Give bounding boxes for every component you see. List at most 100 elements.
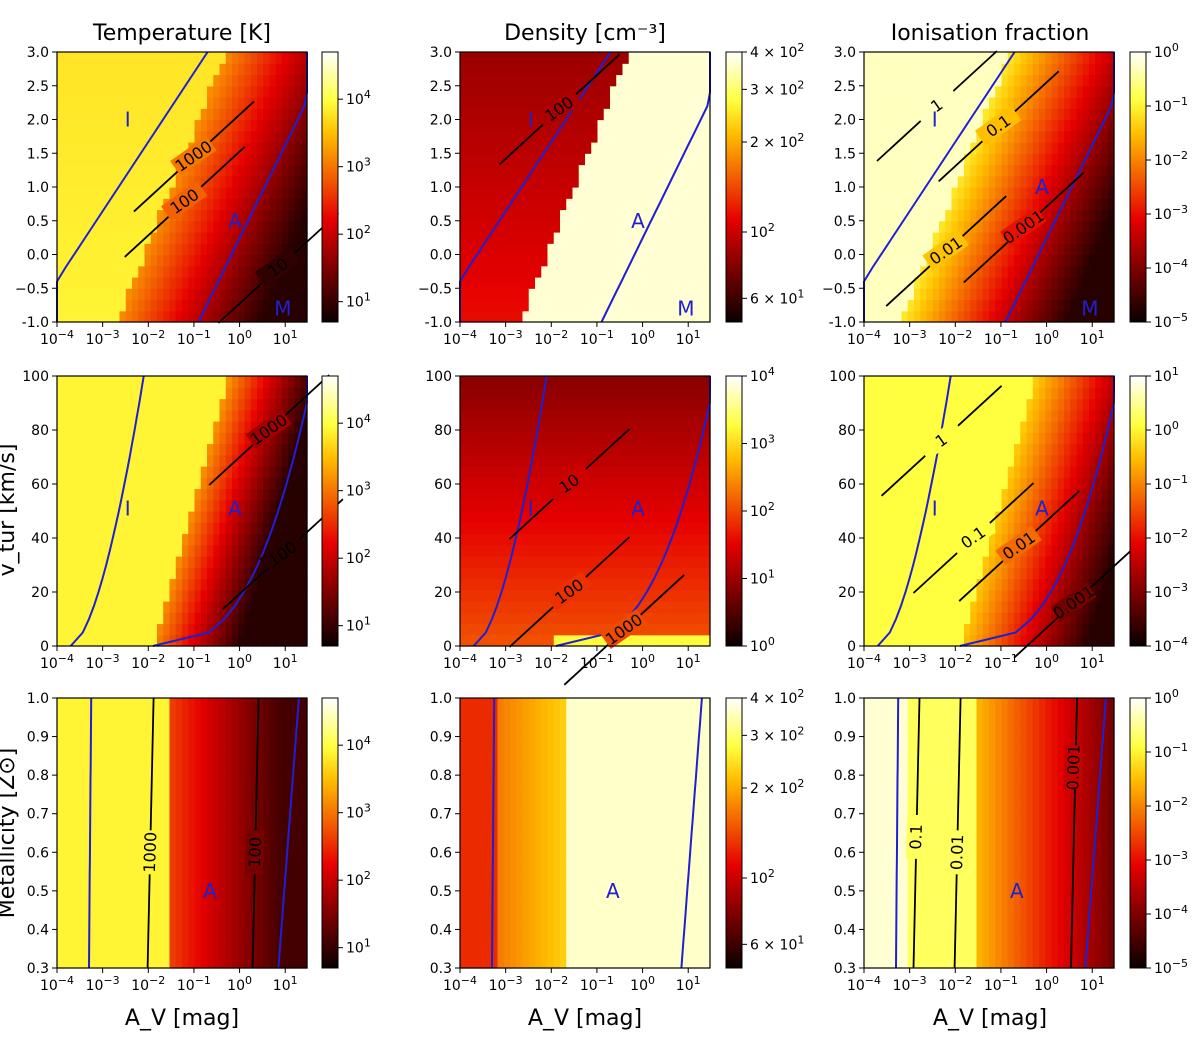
heatmap-cell — [635, 142, 642, 154]
heatmap-cell — [566, 421, 574, 433]
heatmap-cell — [144, 130, 152, 143]
heatmap-cell — [516, 265, 524, 278]
heatmap-cell — [1039, 209, 1046, 222]
x-tick-exponent: −2 — [552, 328, 568, 341]
heatmap-cell — [635, 175, 642, 188]
heatmap-cell — [478, 108, 486, 121]
heatmap-cell — [466, 421, 474, 433]
heatmap-cell — [169, 589, 177, 602]
heatmap-cell — [660, 288, 667, 301]
heatmap-cell — [466, 477, 474, 490]
heatmap-cell — [282, 198, 289, 211]
heatmap-cell — [685, 288, 692, 301]
heatmap-cell — [578, 164, 586, 177]
heatmap-cell — [528, 601, 536, 613]
heatmap-cell — [597, 85, 605, 98]
heatmap-cell — [610, 387, 617, 400]
heatmap-cell — [169, 488, 177, 501]
heatmap-cell — [678, 142, 686, 154]
heatmap-cell — [132, 409, 139, 422]
heatmap-cell — [88, 601, 96, 613]
heatmap-cell — [119, 578, 127, 591]
heatmap-cell — [200, 97, 208, 109]
heatmap-cell — [528, 612, 536, 625]
heatmap-cell — [578, 198, 586, 211]
heatmap-cell — [125, 511, 133, 523]
heatmap-cell — [188, 376, 196, 388]
heatmap-cell — [914, 74, 921, 87]
heatmap-cell — [238, 499, 246, 512]
heatmap-cell — [591, 522, 599, 535]
heatmap-cell — [250, 376, 258, 388]
heatmap-cell — [288, 387, 296, 400]
heatmap-cell — [275, 567, 283, 580]
heatmap-cell — [697, 376, 705, 388]
heatmap-cell — [691, 398, 699, 411]
heatmap-cell — [63, 387, 71, 400]
heatmap-cell — [491, 432, 499, 445]
heatmap-cell — [238, 544, 246, 557]
heatmap-cell — [460, 198, 467, 211]
heatmap-cell — [232, 119, 239, 132]
heatmap-cell — [951, 74, 959, 87]
heatmap-cell — [269, 130, 277, 143]
heatmap-cell — [232, 421, 239, 433]
heatmap-cell — [219, 63, 227, 76]
heatmap-cell — [1057, 97, 1065, 109]
heatmap-cell — [926, 310, 934, 323]
heatmap-cell — [82, 589, 89, 602]
heatmap-cell — [182, 488, 189, 501]
heatmap-cell — [288, 511, 296, 523]
heatmap-cell — [603, 119, 611, 132]
heatmap-cell — [125, 567, 133, 580]
heatmap-cell — [691, 198, 699, 211]
heatmap-cell — [188, 623, 196, 636]
heatmap-cell — [182, 544, 189, 557]
heatmap-cell — [610, 533, 617, 546]
heatmap-cell — [478, 288, 486, 301]
heatmap-cell — [275, 299, 283, 312]
heatmap-cell — [294, 288, 302, 301]
heatmap-cell — [951, 63, 959, 76]
heatmap-cell — [169, 220, 177, 233]
heatmap-cell — [666, 398, 674, 411]
heatmap-cell — [566, 544, 574, 557]
heatmap-cell — [653, 556, 661, 568]
heatmap-cell — [585, 153, 592, 166]
heatmap-cell — [516, 432, 524, 445]
heatmap-cell — [132, 589, 139, 602]
heatmap-cell — [685, 387, 692, 400]
heatmap-cell — [1032, 288, 1040, 301]
heatmap-cell — [901, 97, 909, 109]
heatmap-cell — [535, 97, 542, 109]
heatmap-cell — [914, 187, 921, 199]
heatmap-cell — [889, 74, 896, 87]
heatmap-cell — [138, 164, 146, 177]
heatmap-cell — [63, 130, 71, 143]
heatmap-cell — [113, 454, 121, 467]
heatmap-cell — [63, 310, 71, 323]
heatmap-cell — [1101, 299, 1109, 312]
heatmap-cell — [188, 522, 196, 535]
heatmap-cell — [697, 97, 705, 109]
heatmap-cell — [647, 175, 655, 188]
heatmap-cell — [125, 243, 133, 256]
heatmap-cell — [703, 634, 711, 647]
heatmap-cell — [94, 567, 102, 580]
heatmap-cell — [889, 209, 896, 222]
heatmap-cell — [113, 634, 121, 647]
heatmap-cell — [225, 310, 233, 323]
heatmap-cell — [75, 130, 83, 143]
heatmap-cell — [244, 299, 252, 312]
x-tick-label: 101 — [273, 652, 298, 672]
x-tick-label: 101 — [676, 328, 701, 348]
heatmap-cell — [876, 97, 884, 109]
heatmap-cell — [69, 477, 77, 490]
heatmap-cell — [300, 164, 308, 177]
heatmap-cell — [616, 85, 624, 98]
x-tick-label: 100 — [227, 328, 252, 348]
heatmap-cell — [257, 499, 264, 512]
heatmap-cell — [641, 432, 649, 445]
heatmap-cell — [628, 153, 636, 166]
heatmap-cell — [194, 265, 202, 278]
